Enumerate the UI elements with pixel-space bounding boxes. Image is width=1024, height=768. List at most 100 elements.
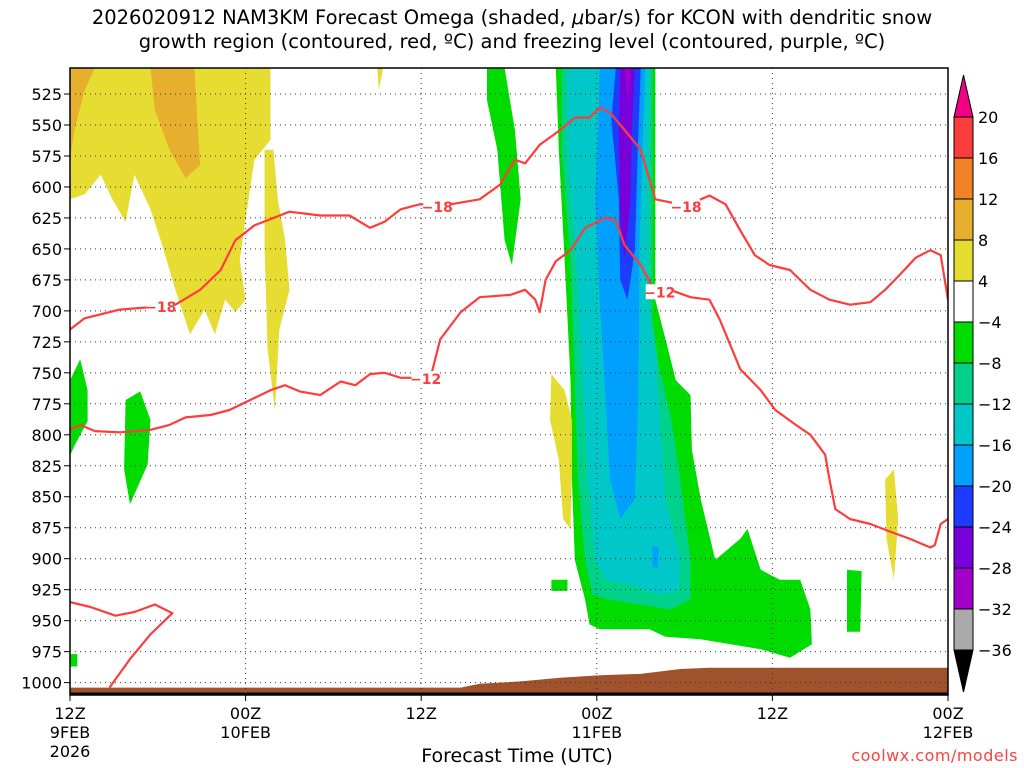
x-tick-label: 12FEB: [923, 723, 974, 742]
y-tick-label: 525: [31, 85, 62, 104]
y-tick-label: 725: [31, 333, 62, 352]
y-tick-label: 575: [31, 147, 62, 166]
omega-shaded-region: [70, 359, 88, 456]
colorbar-bin: [953, 485, 974, 528]
contour-label-background: [146, 299, 175, 315]
title-text-a: 2026020912 NAM3KM Forecast Omega (shaded…: [91, 6, 572, 29]
y-tick-label: 900: [31, 550, 62, 569]
y-tick-label: 925: [31, 581, 62, 600]
contour-label-background: [423, 198, 452, 214]
dgz-temperature-contour: [70, 106, 948, 331]
colorbar-tick-label: −4: [978, 313, 1002, 332]
contour-label-background: [672, 198, 701, 214]
colorbar-tick-label: 8: [978, 231, 988, 250]
omega-shaded-region: [70, 654, 78, 667]
x-tick-label: 00Z: [230, 704, 261, 723]
terrain-fill: [70, 667, 948, 695]
y-tick-label: 775: [31, 395, 62, 414]
x-tick-label: 10FEB: [220, 723, 271, 742]
chart-title-line-1: 2026020912 NAM3KM Forecast Omega (shaded…: [0, 6, 1024, 30]
colorbar-bin: [953, 608, 974, 651]
colorbar-bin: [953, 403, 974, 446]
y-tick-label: 850: [31, 488, 62, 507]
y-tick-label: 875: [31, 519, 62, 538]
y-tick-label: 800: [31, 426, 62, 445]
plot-area: −18 −18 −18 −12 −12: [70, 68, 948, 695]
colorbar-bin: [953, 567, 974, 610]
y-tick-label: 700: [31, 302, 62, 321]
y-tick-label: 825: [31, 457, 62, 476]
dgz-temperature-contour: [70, 601, 174, 689]
plot-frame: [69, 67, 949, 696]
y-tick-label: 675: [31, 271, 62, 290]
x-tick-label: 9FEB: [50, 723, 90, 742]
contour-label: −12: [410, 372, 441, 388]
y-tick-label: 750: [31, 364, 62, 383]
colorbar-over-triangle: [953, 74, 974, 118]
dgz-temperature-contour: [70, 216, 948, 549]
omega-shaded-region: [652, 545, 659, 568]
colorbar-tick-label: −32: [978, 600, 1012, 619]
omega-shaded-region: [551, 579, 568, 591]
colorbar-bin: [953, 116, 974, 159]
omega-shaded-region: [124, 391, 151, 505]
contour-label: −18: [145, 300, 176, 316]
y-tick-label: 975: [31, 643, 62, 662]
colorbar-bin: [953, 280, 974, 323]
omega-shaded-region: [70, 68, 271, 335]
omega-shaded-region: [847, 569, 862, 632]
y-tick-label: 550: [31, 116, 62, 135]
colorbar-under-triangle: [953, 649, 974, 693]
omega-shaded-region: [150, 68, 201, 179]
title-text-b: bar/s) for KCON with dendritic snow: [584, 6, 933, 29]
credit-text: coolwx.com/models: [851, 746, 1018, 765]
x-tick-label: 12Z: [54, 704, 85, 723]
contour-label-background: [645, 284, 674, 300]
colorbar-bin: [953, 444, 974, 487]
colorbar-tick-label: −28: [978, 559, 1012, 578]
colorbar-bin: [953, 321, 974, 364]
y-tick-label: 650: [31, 240, 62, 259]
colorbar-bin: [953, 526, 974, 569]
y-tick-label: 625: [31, 209, 62, 228]
colorbar-tick-label: −20: [978, 477, 1012, 496]
x-tick-label: 00Z: [581, 704, 612, 723]
colorbar-tick-label: 16: [978, 149, 998, 168]
x-tick-label: 00Z: [932, 704, 963, 723]
omega-shaded-region: [487, 68, 521, 265]
y-tick-label: 1000: [21, 674, 62, 693]
x-tick-label: 12Z: [757, 704, 788, 723]
colorbar-tick-label: −36: [978, 641, 1012, 660]
colorbar-tick-label: −24: [978, 518, 1012, 537]
contour-label: −18: [422, 200, 453, 216]
colorbar-bin: [953, 157, 974, 200]
colorbar-tick-label: 12: [978, 190, 998, 209]
colorbar-bin: [953, 362, 974, 405]
x-tick-label: 2026: [50, 742, 91, 761]
contour-label: −18: [670, 200, 701, 216]
colorbar-tick-label: 4: [978, 272, 988, 291]
omega-shaded-region: [550, 374, 572, 529]
omega-shaded-region: [70, 68, 95, 160]
contour-label: −12: [644, 285, 675, 301]
colorbar-bin: [953, 198, 974, 241]
omega-shaded-region: [885, 469, 899, 580]
colorbar-tick-label: −16: [978, 436, 1012, 455]
omega-shaded-region: [377, 68, 384, 91]
colorbar-tick-label: −12: [978, 395, 1012, 414]
omega-shaded-region: [624, 68, 631, 101]
colorbar-tick-label: 20: [978, 108, 998, 127]
y-tick-label: 950: [31, 612, 62, 631]
y-tick-label: 600: [31, 178, 62, 197]
x-tick-label: 11FEB: [571, 723, 622, 742]
contour-label-background: [411, 371, 440, 387]
x-tick-label: 12Z: [406, 704, 437, 723]
colorbar-bin: [953, 239, 974, 282]
omega-shaded-region: [618, 68, 635, 261]
colorbar-tick-label: −8: [978, 354, 1002, 373]
x-axis-label: Forecast Time (UTC): [421, 745, 613, 767]
chart-title-line-2: growth region (contoured, red, ºC) and f…: [138, 30, 886, 53]
title-mu: μ: [571, 6, 585, 29]
omega-shaded-region: [264, 149, 290, 411]
